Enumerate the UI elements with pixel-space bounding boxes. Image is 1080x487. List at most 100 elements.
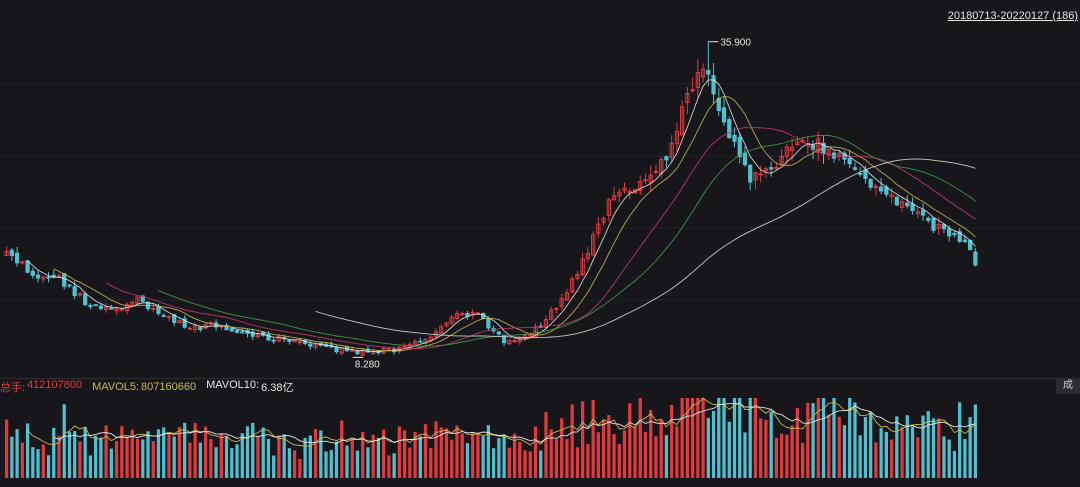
candle-up <box>570 278 575 293</box>
volume-bar-up <box>518 441 522 478</box>
volume-bar-up <box>423 424 428 478</box>
volume-bar-down <box>722 398 726 478</box>
volume-total: 总手: 412107800 <box>0 379 82 395</box>
candle-down <box>308 343 313 347</box>
volume-bar-up <box>188 442 192 478</box>
volume-bar-up <box>670 404 674 478</box>
volume-bar-up <box>460 433 464 478</box>
volume-bar-down <box>261 427 265 478</box>
candle-up <box>135 296 140 304</box>
candle-down <box>894 196 899 206</box>
candle-down <box>879 186 884 192</box>
volume-bar-up <box>402 430 407 478</box>
volume-bar-up <box>800 442 805 478</box>
volume-bar-up <box>444 428 449 478</box>
candle-up <box>4 250 9 256</box>
candle-down <box>716 97 721 112</box>
candle-up <box>690 89 695 92</box>
candle-down <box>486 318 491 329</box>
mavol5-line <box>27 397 976 447</box>
volume-bar-down <box>947 439 951 478</box>
volume-total-label: 总手: <box>0 382 26 394</box>
volume-bar-up <box>523 450 527 478</box>
candle-up <box>915 211 920 215</box>
annotation-layer: 35.900 8.280 <box>352 38 751 370</box>
volume-bar-down <box>25 423 30 478</box>
candle-down <box>727 119 732 139</box>
volume-bar-down <box>910 426 915 478</box>
candle-down <box>182 318 187 328</box>
volume-bar-down <box>162 427 166 478</box>
volume-bar-up <box>601 419 606 478</box>
candle-up <box>680 106 685 136</box>
volume-bar-down <box>711 410 716 478</box>
volume-bar-up <box>795 407 799 478</box>
volume-bar-up <box>565 439 569 478</box>
candle-down <box>172 314 177 323</box>
candle-down <box>67 284 72 287</box>
volume-bar-up <box>293 450 297 478</box>
candle-up <box>439 326 444 334</box>
volume-bar-up <box>759 418 763 478</box>
volume-bar-up <box>690 398 695 478</box>
volume-bar-up <box>397 426 401 478</box>
volume-bar-up <box>219 433 223 478</box>
candle-up <box>936 223 941 229</box>
candle-up <box>758 173 763 176</box>
volume-bar-down <box>968 417 972 478</box>
volume-bar-down <box>895 416 899 478</box>
volume-bar-down <box>481 436 485 478</box>
volume-bar-down <box>502 434 506 478</box>
candle-up <box>585 253 590 259</box>
volume-bar-down <box>36 449 40 478</box>
volume-bar-up <box>633 426 637 478</box>
volume-bar-up <box>4 419 9 478</box>
volume-bar-down <box>329 450 333 478</box>
candle-up <box>554 307 559 310</box>
candle-up <box>643 179 648 182</box>
volume-bar-up <box>78 441 82 478</box>
volume-bar-down <box>832 398 836 478</box>
volume-bar-up <box>643 431 648 478</box>
volume-bar-up <box>544 412 548 478</box>
volume-bar-down <box>62 404 66 478</box>
candle-down <box>198 326 203 331</box>
volume-bar-down <box>706 418 710 478</box>
candle-up <box>119 308 124 311</box>
date-range-label[interactable]: 20180713-20220127 (186) <box>947 10 1078 22</box>
candle-down <box>742 152 748 166</box>
candle-up <box>187 327 193 330</box>
volume-bar-up <box>916 437 920 478</box>
volume-bar-down <box>183 422 187 478</box>
candle-down <box>868 179 873 188</box>
volume-bar-down <box>738 398 742 478</box>
candle-down <box>161 314 166 317</box>
volume-bar-up <box>622 430 627 478</box>
candle-up <box>564 292 570 301</box>
candle-up <box>276 336 282 342</box>
volume-bar-up <box>612 433 616 478</box>
volume-bar-up <box>177 427 182 478</box>
volume-mode-button[interactable]: 成 <box>1056 378 1080 394</box>
candle-up <box>617 191 622 197</box>
volume-bar-up <box>114 441 119 478</box>
candle-up <box>203 323 208 329</box>
volume-bar-up <box>628 403 632 478</box>
volume-bar-down <box>926 411 930 478</box>
candle-up <box>779 155 784 165</box>
volume-bar-up <box>780 433 784 478</box>
volume-bar-down <box>717 398 721 478</box>
volume-bar-up <box>298 458 302 478</box>
volume-bar-up <box>439 427 443 478</box>
volume-bar-down <box>491 448 496 478</box>
volume-bar-down <box>172 436 176 478</box>
candle-down <box>88 304 93 307</box>
volume-bar-up <box>607 415 611 478</box>
volume-bar-down <box>497 438 501 478</box>
candle-up <box>512 340 517 343</box>
volume-bar-down <box>99 437 103 478</box>
ma5-line <box>27 79 976 353</box>
volume-bar-down <box>942 436 946 478</box>
candle-down <box>140 295 145 302</box>
candle-up <box>784 146 789 157</box>
